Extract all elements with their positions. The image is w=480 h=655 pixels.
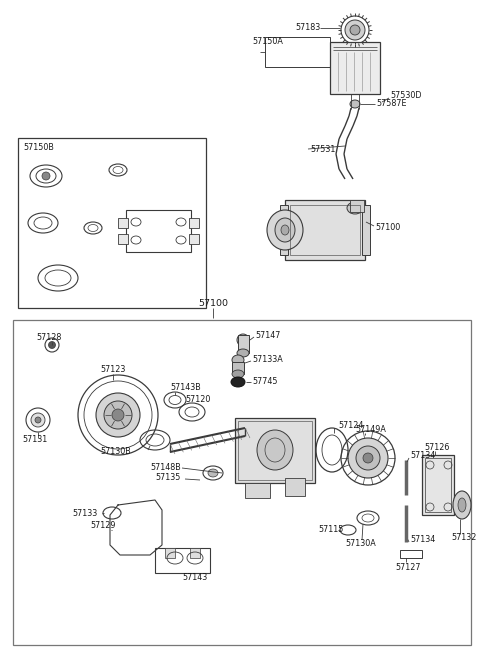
Ellipse shape — [356, 446, 380, 470]
Text: 57149A: 57149A — [355, 426, 386, 434]
Text: 57123: 57123 — [100, 365, 125, 375]
Text: 57183: 57183 — [295, 22, 320, 31]
Ellipse shape — [348, 438, 388, 478]
Ellipse shape — [232, 370, 244, 378]
Ellipse shape — [275, 218, 295, 242]
Text: 57150B: 57150B — [23, 143, 54, 153]
Ellipse shape — [231, 377, 245, 387]
Ellipse shape — [35, 417, 41, 423]
Ellipse shape — [257, 430, 293, 470]
Ellipse shape — [345, 20, 365, 40]
Bar — [290, 205, 360, 255]
Ellipse shape — [42, 172, 50, 180]
Bar — [245, 483, 270, 498]
Text: 57100: 57100 — [198, 299, 228, 307]
Bar — [238, 421, 312, 480]
Text: 57133: 57133 — [72, 508, 97, 517]
Text: 57143B: 57143B — [170, 383, 201, 392]
Text: 57130A: 57130A — [345, 538, 376, 548]
Bar — [232, 362, 244, 374]
Ellipse shape — [31, 413, 45, 427]
Bar — [330, 42, 380, 94]
Bar — [285, 200, 365, 260]
Bar — [238, 335, 249, 353]
Bar — [422, 455, 454, 515]
Text: 57143: 57143 — [182, 574, 207, 582]
Text: 57150A: 57150A — [252, 37, 283, 47]
Bar — [190, 548, 200, 558]
Ellipse shape — [350, 25, 360, 35]
Text: 57147: 57147 — [255, 331, 280, 341]
Ellipse shape — [208, 469, 218, 477]
Text: 57128: 57128 — [36, 333, 61, 343]
Text: 57115: 57115 — [318, 525, 343, 534]
Text: 57134: 57134 — [410, 451, 435, 460]
Text: 57129: 57129 — [90, 521, 116, 529]
Bar — [362, 205, 370, 255]
Ellipse shape — [267, 210, 303, 250]
Bar — [280, 205, 288, 255]
Ellipse shape — [453, 491, 471, 519]
Bar — [126, 210, 191, 252]
Text: 57135: 57135 — [155, 474, 180, 483]
Ellipse shape — [281, 225, 289, 235]
Ellipse shape — [363, 453, 373, 463]
Bar — [235, 418, 315, 483]
Text: 57127: 57127 — [395, 563, 420, 572]
Bar — [189, 234, 199, 244]
Bar — [13, 320, 471, 645]
Text: 57148B: 57148B — [150, 464, 181, 472]
Text: 57130B: 57130B — [100, 447, 131, 457]
Text: 57745: 57745 — [252, 377, 277, 386]
Ellipse shape — [350, 100, 360, 108]
Ellipse shape — [112, 409, 124, 421]
Bar — [165, 548, 175, 558]
Text: 57124: 57124 — [338, 421, 363, 430]
Text: 57100: 57100 — [375, 223, 400, 233]
Bar — [118, 234, 128, 244]
Ellipse shape — [48, 341, 56, 348]
Text: 57132: 57132 — [451, 534, 476, 542]
Text: 57133A: 57133A — [252, 356, 283, 364]
Text: 57531: 57531 — [310, 145, 336, 153]
Ellipse shape — [96, 393, 140, 437]
Text: 57120: 57120 — [185, 396, 210, 405]
Text: 57587E: 57587E — [376, 100, 407, 109]
Text: 57134: 57134 — [410, 536, 435, 544]
Bar — [118, 218, 128, 228]
Bar — [155, 548, 210, 573]
Ellipse shape — [237, 334, 249, 346]
Ellipse shape — [232, 355, 244, 365]
Bar — [425, 458, 451, 512]
Bar — [265, 37, 330, 67]
Bar — [285, 478, 305, 496]
Bar — [18, 138, 206, 308]
Text: 57530D: 57530D — [390, 92, 421, 100]
Bar — [189, 218, 199, 228]
Ellipse shape — [104, 401, 132, 429]
Ellipse shape — [458, 498, 466, 512]
Bar — [350, 200, 364, 212]
Ellipse shape — [237, 349, 249, 357]
Text: 57131: 57131 — [22, 436, 47, 445]
Text: 57126: 57126 — [424, 443, 449, 453]
Ellipse shape — [347, 202, 363, 214]
Bar — [400, 550, 422, 558]
